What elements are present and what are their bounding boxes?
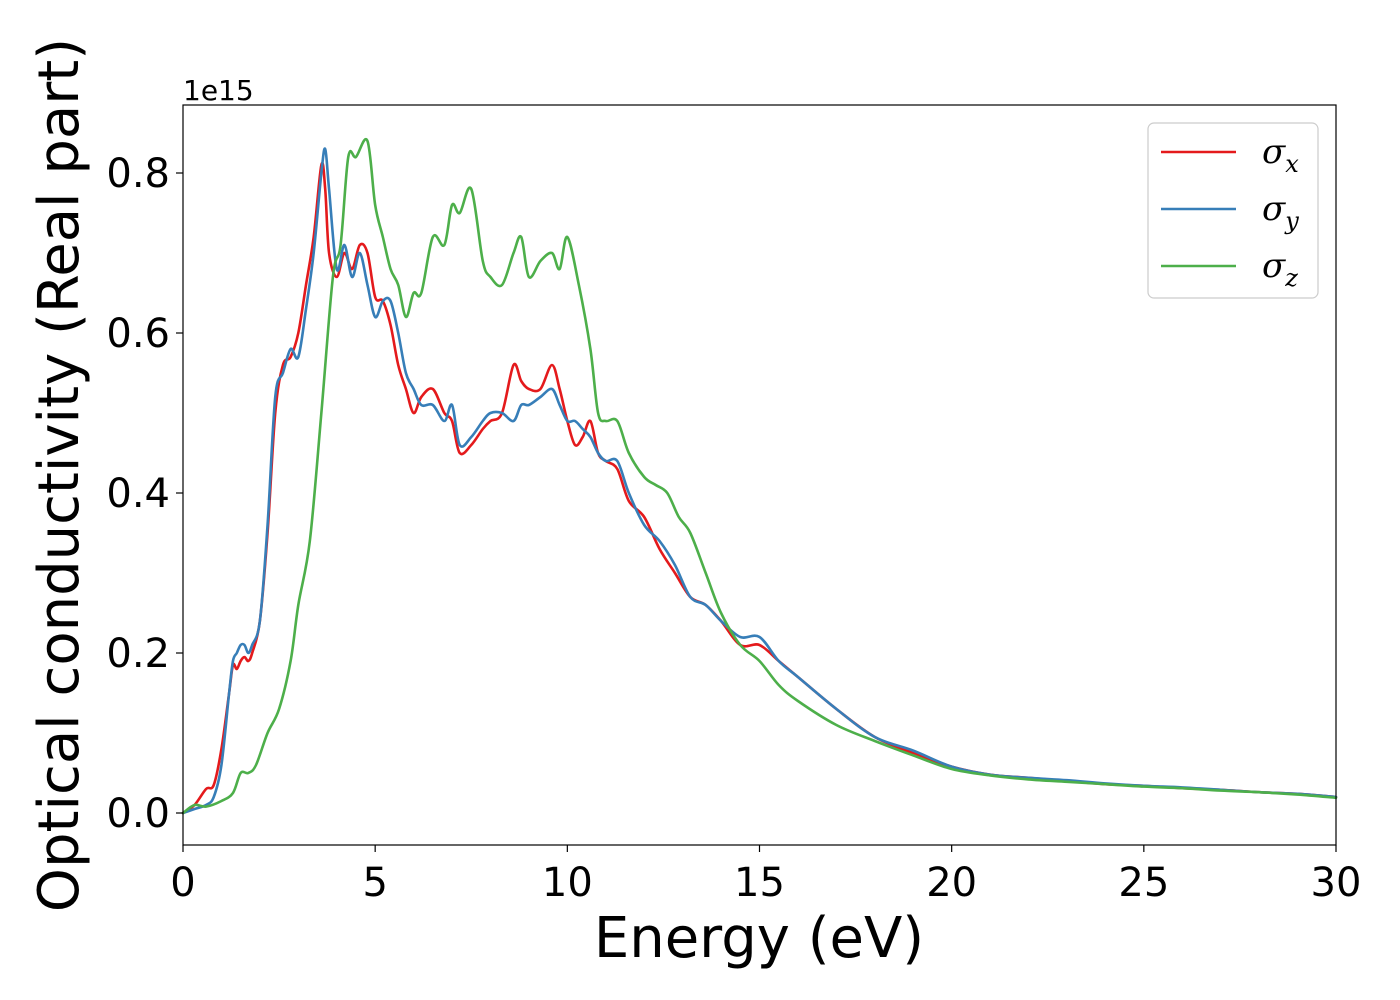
- legend-box: [1147, 122, 1319, 299]
- y-tick-label: 0.6: [106, 311, 170, 357]
- legend-label-sub: y: [1284, 207, 1299, 235]
- legend-label-main: σ: [1262, 132, 1286, 172]
- y-tick-label: 0.4: [106, 471, 170, 517]
- x-tick-label: 30: [1311, 860, 1362, 906]
- y-axis-title: Optical conductivity (Real part): [27, 38, 92, 912]
- x-tick-label: 25: [1118, 860, 1169, 906]
- legend-label-x: σx: [1262, 132, 1299, 178]
- x-tick-label: 5: [362, 860, 387, 906]
- x-axis: 0 5 10 15 20 25 30: [170, 845, 1361, 906]
- y-tick-label: 0.0: [106, 791, 170, 837]
- x-tick-label: 10: [542, 860, 593, 906]
- series-line-y: [181, 147, 1338, 815]
- x-axis-title: Energy (eV): [594, 906, 924, 971]
- legend-label-main: σ: [1262, 189, 1286, 229]
- series-line-z: [181, 137, 1338, 815]
- y-tick-label: 0.2: [106, 631, 170, 677]
- x-tick-label: 0: [170, 860, 195, 906]
- y-offset-label: 1e15: [183, 74, 254, 107]
- legend-label-sub: x: [1285, 150, 1299, 178]
- x-tick-label: 15: [734, 860, 785, 906]
- legend-label-main: σ: [1262, 246, 1286, 286]
- legend-label-y: σy: [1262, 189, 1299, 235]
- legend-label-sub: z: [1284, 264, 1298, 292]
- y-axis: 0.0 0.2 0.4 0.6 0.8: [106, 151, 183, 837]
- legend-label-z: σz: [1262, 246, 1298, 292]
- plot-area: [183, 105, 1336, 845]
- series-layer: [181, 137, 1338, 815]
- y-tick-label: 0.8: [106, 151, 170, 197]
- x-tick-label: 20: [926, 860, 977, 906]
